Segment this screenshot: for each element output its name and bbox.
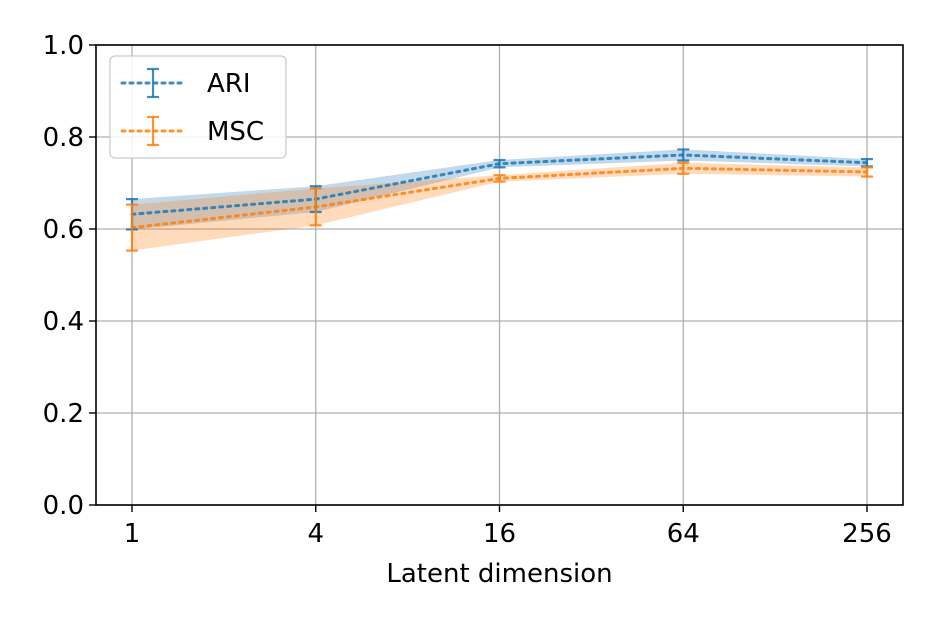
y-tick-label: 0.8 (43, 123, 84, 153)
x-tick-label: 4 (307, 519, 324, 549)
x-tick-label: 256 (842, 519, 892, 549)
legend-entry-ari: ARI (120, 67, 251, 99)
x-tick-label: 64 (667, 519, 700, 549)
legend-entry-msc: MSC (120, 115, 264, 147)
x-tick-label: 1 (124, 519, 141, 549)
y-axis-ticks: 0.0 0.2 0.4 0.6 0.8 1.0 (43, 31, 96, 521)
legend-label: MSC (207, 117, 264, 147)
error-bar-msc (126, 203, 138, 252)
error-bar-ari (677, 148, 690, 162)
x-axis-ticks: 1 4 16 64 256 (124, 505, 892, 549)
y-tick-label: 0.0 (43, 491, 84, 521)
error-bar-msc (493, 174, 506, 183)
x-axis-label: Latent dimension (386, 559, 612, 589)
error-bar-msc (861, 166, 873, 178)
x-tick-label: 16 (483, 519, 516, 549)
y-tick-label: 1.0 (43, 31, 84, 61)
error-bar-ari (493, 158, 506, 169)
error-bars (126, 148, 873, 252)
error-bar-msc (309, 187, 322, 227)
error-bar-msc (677, 161, 690, 175)
y-tick-label: 0.2 (43, 399, 84, 429)
y-tick-label: 0.6 (43, 215, 84, 245)
y-tick-label: 0.4 (43, 307, 84, 337)
legend: ARI MSC (109, 55, 287, 159)
legend-label: ARI (207, 69, 251, 99)
